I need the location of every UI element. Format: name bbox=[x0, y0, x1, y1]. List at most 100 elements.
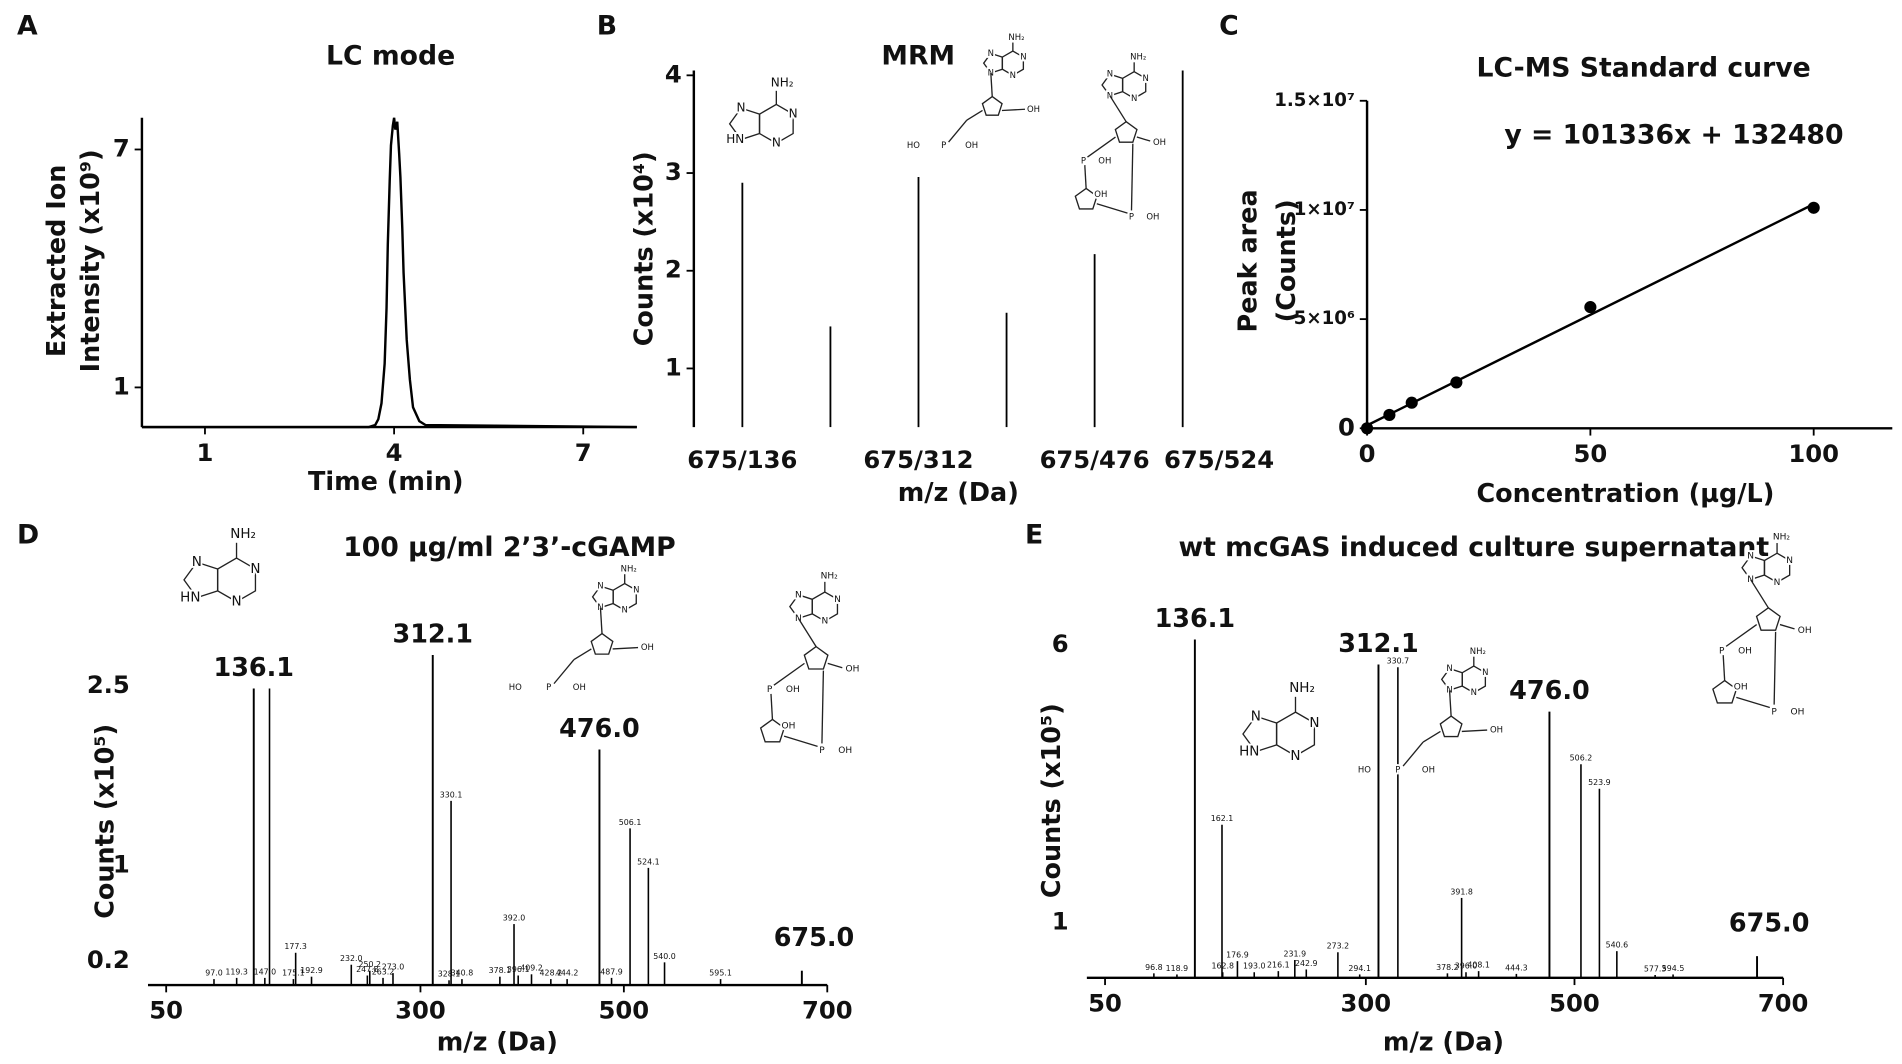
x-tick-label: 300 bbox=[395, 996, 446, 1025]
ring bbox=[1114, 120, 1138, 143]
x-tick-label: 675/136 bbox=[687, 445, 797, 474]
point bbox=[1807, 201, 1820, 214]
peak-label: 118.9 bbox=[1166, 964, 1189, 973]
ring bbox=[1242, 715, 1278, 753]
bond bbox=[1725, 624, 1758, 647]
peak-label: 147.0 bbox=[254, 967, 277, 976]
atom-label: OH bbox=[1098, 157, 1111, 167]
ring bbox=[803, 645, 829, 670]
x-tick-label: 675/476 bbox=[1040, 445, 1150, 474]
atom-label: N bbox=[622, 606, 628, 616]
x-tick-label: 50 bbox=[1574, 439, 1608, 468]
peak-label: 428.2 bbox=[540, 969, 563, 978]
y-axis-label: Extracted Ion bbox=[42, 165, 72, 357]
atom-label: N bbox=[597, 582, 603, 592]
atom-label: P bbox=[1771, 707, 1777, 717]
peak-label: 242.9 bbox=[1295, 959, 1318, 968]
peak-label: 540.0 bbox=[653, 952, 676, 961]
bond bbox=[553, 659, 575, 685]
structure: NH₂ N N N HN bbox=[178, 524, 262, 611]
point bbox=[1584, 301, 1597, 314]
atom-label: P bbox=[1719, 646, 1725, 656]
atom-label: P bbox=[767, 685, 773, 695]
atom-label: N bbox=[1309, 715, 1319, 731]
peak-label: 577.3 bbox=[1644, 964, 1667, 973]
y-axis-label: Counts (x10⁵) bbox=[91, 724, 121, 919]
atom-label: N bbox=[1131, 94, 1137, 104]
atom-label: N bbox=[1482, 668, 1488, 678]
atom-label: N bbox=[231, 594, 241, 610]
atom-label: P bbox=[1129, 213, 1134, 223]
bond bbox=[1130, 143, 1134, 211]
bond bbox=[1461, 729, 1488, 733]
bond bbox=[1448, 690, 1452, 717]
x-tick-label: 500 bbox=[599, 996, 650, 1025]
atom-label: NH₂ bbox=[1773, 533, 1791, 543]
bond bbox=[797, 618, 817, 647]
atom-label: N bbox=[1143, 74, 1149, 84]
peak-label: 273.2 bbox=[1327, 942, 1350, 951]
y-tick-label: 6 bbox=[1052, 629, 1069, 658]
peak-label: 193.0 bbox=[1243, 962, 1266, 971]
chart-title: 100 µg/ml 2’3’-cGAMP bbox=[343, 532, 676, 563]
x-tick-label: 7 bbox=[575, 438, 592, 467]
peak-label: 176.9 bbox=[1226, 951, 1249, 960]
x-tick-label: 50 bbox=[149, 996, 183, 1025]
peak-label: 263.2 bbox=[372, 967, 395, 976]
y-axis-label: Intensity (x10⁹) bbox=[76, 149, 106, 372]
y-tick-label: 1 bbox=[1052, 906, 1069, 935]
atom-label: N bbox=[1290, 748, 1300, 764]
peak-label: 506.1 bbox=[619, 818, 642, 827]
bond bbox=[773, 662, 805, 686]
peak-label: 487.9 bbox=[600, 967, 623, 976]
y-tick-label: 1×10⁷ bbox=[1294, 199, 1355, 220]
peak-label: 96.8 bbox=[1145, 963, 1163, 972]
y-tick-label: 1 bbox=[665, 352, 682, 381]
ring bbox=[1741, 555, 1766, 581]
atom-label: N bbox=[250, 561, 260, 577]
peak-label: 378.2 bbox=[1436, 963, 1459, 972]
atom-label: OH bbox=[1798, 626, 1812, 636]
atom-label: OH bbox=[1094, 190, 1107, 200]
atom-label: NH₂ bbox=[1289, 680, 1315, 696]
atom-label: N bbox=[772, 136, 781, 150]
peak-label: 312.1 bbox=[392, 620, 473, 650]
peak-label: 675.0 bbox=[1729, 909, 1810, 939]
x-tick-label: 300 bbox=[1341, 988, 1392, 1017]
atom-label: HO bbox=[907, 141, 920, 151]
peak-label: 444.3 bbox=[1505, 963, 1528, 972]
x-tick-label: 675/312 bbox=[863, 445, 973, 474]
atom-label: OH bbox=[1422, 766, 1435, 776]
peak-label: 444.2 bbox=[556, 969, 579, 978]
ring bbox=[590, 632, 614, 655]
y-axis-label: Peak area bbox=[1233, 189, 1263, 332]
atom-label: N bbox=[988, 49, 994, 59]
peak-label: 273.0 bbox=[382, 963, 405, 972]
atom-label: OH bbox=[641, 643, 654, 653]
peak-label: 97.0 bbox=[205, 969, 223, 978]
x-tick-label: 675/524 bbox=[1164, 445, 1274, 474]
atom-label: NH₂ bbox=[621, 564, 637, 574]
equation: y = 101336x + 132480 bbox=[1504, 119, 1843, 150]
peak-label: 378.1 bbox=[489, 966, 512, 975]
y-tick-label: 1.5×10⁷ bbox=[1274, 90, 1355, 111]
peak-label: 408.1 bbox=[1467, 961, 1490, 970]
bond bbox=[1136, 136, 1151, 142]
atom-label: OH bbox=[965, 141, 978, 151]
chart-title: LC mode bbox=[326, 41, 455, 72]
x-tick-label: 4 bbox=[386, 438, 403, 467]
peak-label: 250.2 bbox=[359, 960, 382, 969]
bond bbox=[821, 670, 825, 744]
peak-label: 247.8 bbox=[356, 965, 379, 974]
peak-label: 340.8 bbox=[451, 969, 474, 978]
peak-label: 162.8 bbox=[1211, 962, 1234, 971]
atom-label: NH₂ bbox=[1130, 52, 1146, 62]
atom-label: HO bbox=[1358, 766, 1371, 776]
ring bbox=[1439, 715, 1463, 738]
peak-label: 523.9 bbox=[1588, 778, 1611, 787]
ring bbox=[1074, 187, 1098, 210]
atom-label: OH bbox=[846, 665, 860, 675]
x-tick-label: 700 bbox=[1758, 988, 1809, 1017]
